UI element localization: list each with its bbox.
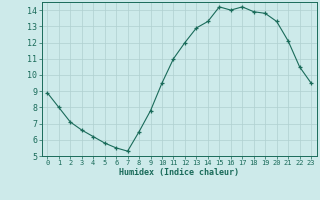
X-axis label: Humidex (Indice chaleur): Humidex (Indice chaleur) bbox=[119, 168, 239, 177]
